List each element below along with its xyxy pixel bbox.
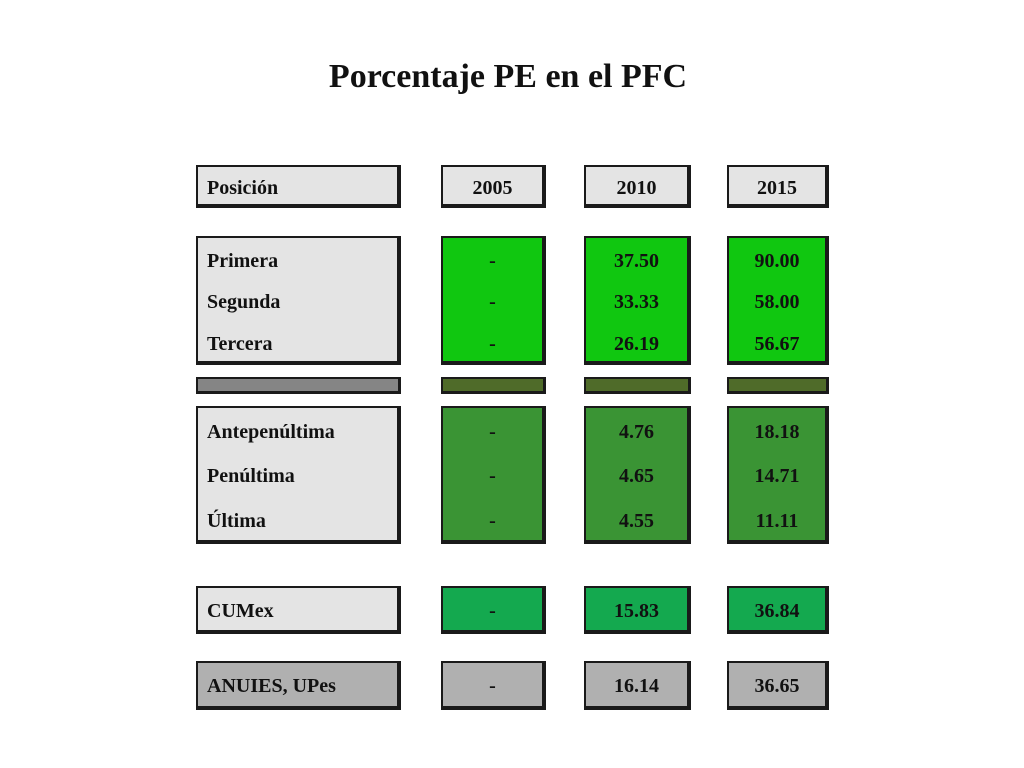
row-label: ANUIES, UPes xyxy=(207,675,336,697)
header-year-label: 2005 xyxy=(472,177,513,199)
value-cell: 16.14 xyxy=(614,675,659,697)
value-cell: 26.19 xyxy=(614,333,659,355)
top-group-2010: 37.50 33.33 26.19 xyxy=(584,236,691,365)
value-cell: 36.65 xyxy=(754,675,800,697)
header-year-2015: 2015 xyxy=(727,165,829,208)
top-group-labels: Primera Segunda Tercera xyxy=(196,236,401,365)
top-group-2015: 90.00 58.00 56.67 xyxy=(727,236,829,365)
header-position-label: Posición xyxy=(207,177,279,199)
page-title: Porcentaje PE en el PFC xyxy=(328,58,688,95)
value-cell: - xyxy=(489,600,496,622)
separator-bar xyxy=(584,377,691,394)
value-cell: 36.84 xyxy=(754,600,800,622)
value-cell: 58.00 xyxy=(754,291,800,313)
bottom-group-2015: 18.18 14.71 11.11 xyxy=(727,406,829,544)
header-year-label: 2015 xyxy=(757,177,797,199)
row-label: Primera xyxy=(207,250,279,272)
value-cell: 4.55 xyxy=(619,510,654,532)
value-cell: 18.18 xyxy=(754,421,800,443)
anuies-2005: - xyxy=(441,661,546,710)
separator-bar xyxy=(196,377,401,394)
value-cell: - xyxy=(489,291,496,313)
bottom-group-2005: - - - xyxy=(441,406,546,544)
bottom-group-2010: 4.76 4.65 4.55 xyxy=(584,406,691,544)
value-cell: - xyxy=(489,421,496,443)
bottom-group-labels: Antepenúltima Penúltima Última xyxy=(196,406,401,544)
header-year-2010: 2010 xyxy=(584,165,691,208)
value-cell: 15.83 xyxy=(614,600,659,622)
value-cell: - xyxy=(489,333,496,355)
value-cell: - xyxy=(489,510,496,532)
cumex-2015: 36.84 xyxy=(727,586,829,634)
value-cell: - xyxy=(489,250,496,272)
value-cell: 90.00 xyxy=(754,250,800,272)
row-label: CUMex xyxy=(207,600,274,622)
value-cell: 37.50 xyxy=(614,250,659,272)
cumex-2005: - xyxy=(441,586,546,634)
value-cell: 14.71 xyxy=(754,465,800,487)
anuies-label-box: ANUIES, UPes xyxy=(196,661,401,710)
cumex-2010: 15.83 xyxy=(584,586,691,634)
value-cell: - xyxy=(489,675,496,697)
value-cell: 4.65 xyxy=(619,465,654,487)
top-group-2005: - - - xyxy=(441,236,546,365)
row-label: Antepenúltima xyxy=(207,421,335,443)
row-label: Penúltima xyxy=(207,465,295,487)
value-cell: 33.33 xyxy=(614,291,659,313)
value-cell: - xyxy=(489,465,496,487)
header-position: Posición xyxy=(196,165,401,208)
header-year-label: 2010 xyxy=(616,177,657,199)
cumex-label-box: CUMex xyxy=(196,586,401,634)
header-year-2005: 2005 xyxy=(441,165,546,208)
anuies-2015: 36.65 xyxy=(727,661,829,710)
anuies-2010: 16.14 xyxy=(584,661,691,710)
row-label: Tercera xyxy=(207,333,273,355)
row-label: Segunda xyxy=(207,291,281,313)
row-label: Última xyxy=(207,510,266,532)
separator-bar xyxy=(441,377,546,394)
value-cell: 56.67 xyxy=(754,333,800,355)
separator-bar xyxy=(727,377,829,394)
value-cell: 4.76 xyxy=(619,421,654,443)
value-cell: 11.11 xyxy=(755,510,799,532)
